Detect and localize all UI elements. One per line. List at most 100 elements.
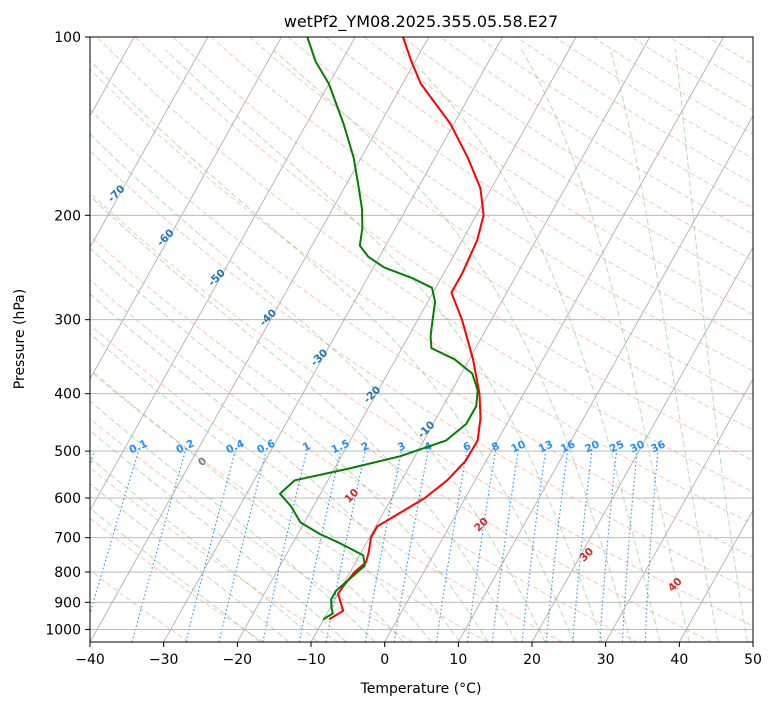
isotherm-line <box>384 37 724 642</box>
isotherm-line <box>90 37 356 512</box>
x-tick-label: 20 <box>523 652 541 668</box>
mixing-ratio-line <box>572 451 593 642</box>
mixing-ratio-label: 0.2 <box>174 438 196 457</box>
isotherm-line <box>90 37 282 380</box>
isotherm-line <box>531 246 753 642</box>
mixing-ratio-line <box>262 450 308 642</box>
x-tick-label: −30 <box>149 652 179 668</box>
dry-adiabat <box>90 279 638 642</box>
moist-adiabat <box>90 247 489 642</box>
x-axis: −40 −30 −20 −10 0 10 20 30 40 50 <box>75 642 762 668</box>
mixing-ratio-label: 6 <box>461 440 473 454</box>
y-tick-label: 1000 <box>45 622 81 638</box>
mixing-ratio-line <box>364 450 402 642</box>
temperature-line <box>328 37 485 620</box>
x-tick-label: −10 <box>296 652 326 668</box>
moist-adiabat <box>90 293 461 642</box>
mixing-ratio-line <box>0 451 40 642</box>
dry-adiabat <box>516 37 753 184</box>
isotherm-line <box>310 37 651 642</box>
y-tick-label: 900 <box>54 595 81 611</box>
mixing-ratio-label: 20 <box>583 438 601 455</box>
dry-adiabat <box>478 37 753 209</box>
profile-series <box>278 37 485 620</box>
y-tick-label: 100 <box>54 30 81 46</box>
dry-adiabat <box>249 37 753 372</box>
mixing-ratio-line <box>621 451 638 642</box>
mixing-ratio-line <box>185 450 236 642</box>
mixing-ratio-label: 1.5 <box>330 438 352 457</box>
mixing-ratio-label: 10 <box>509 438 527 455</box>
moist-adiabat-label: 0 <box>196 455 210 469</box>
mixing-ratio-label: 3 <box>396 440 408 454</box>
plot-frame <box>89 36 754 643</box>
mixing-ratio-label: 0.6 <box>255 438 277 457</box>
dry-adiabat <box>211 37 753 401</box>
moist-adiabat <box>90 507 261 642</box>
mixing-ratio-label: 0.1 <box>127 438 149 457</box>
mixing-ratio-label: 8 <box>490 440 502 454</box>
mixing-ratio-label: 36 <box>649 438 667 455</box>
grid-lines <box>90 37 753 642</box>
mixing-ratio-line <box>491 451 519 642</box>
moist-adiabat <box>90 133 546 642</box>
moist-adiabat <box>609 49 719 642</box>
mixing-ratio-line <box>131 450 186 642</box>
dry-adiabat <box>90 418 414 642</box>
moist-adiabat <box>90 400 376 642</box>
moist-adiabat-label: 40 <box>666 575 685 594</box>
moist-adiabat-label: 20 <box>472 515 491 534</box>
dry-adiabat <box>90 150 753 592</box>
moist-adiabat-label: 10 <box>342 486 361 505</box>
chart-title: wetPf2_YM08.2025.355.05.58.E27 <box>284 12 558 32</box>
mixing-ratio-line <box>545 451 569 642</box>
dry-adiabat <box>172 37 753 431</box>
dry-adiabat <box>90 108 753 558</box>
dry-adiabat <box>669 37 753 88</box>
dry-adiabat <box>287 37 753 343</box>
dry-adiabat <box>401 37 753 261</box>
mixing-ratio-line <box>599 451 618 642</box>
moist-adiabat <box>400 49 661 642</box>
mixing-ratio-line <box>218 450 267 642</box>
isotherm-line <box>678 509 753 642</box>
moist-adiabat <box>675 49 748 642</box>
y-axis-label: Pressure (hPa) <box>12 289 28 389</box>
dry-adiabat <box>90 192 753 627</box>
x-tick-label: 40 <box>670 652 688 668</box>
moist-adiabat <box>272 49 632 642</box>
x-axis-label: Temperature (°C) <box>360 681 482 697</box>
mixing-ratio-line <box>435 451 468 642</box>
x-tick-label: 30 <box>597 652 615 668</box>
x-tick-label: 10 <box>449 652 467 668</box>
isotherm-line <box>236 37 577 642</box>
dry-adiabat <box>90 370 488 642</box>
y-tick-label: 300 <box>54 313 81 329</box>
moist-adiabat <box>90 59 575 642</box>
moist-adiabat <box>90 195 517 642</box>
mixing-ratio-label: 1 <box>301 440 313 454</box>
isotherm-label: -80 <box>58 137 80 159</box>
mixing-ratio-label: 25 <box>608 438 626 455</box>
x-tick-label: −40 <box>75 652 105 668</box>
mixing-ratio-label: 2 <box>360 440 372 454</box>
mixing-ratio-line <box>393 451 429 642</box>
dry-adiabat <box>707 37 753 65</box>
dry-adiabat <box>90 235 712 642</box>
dry-adiabat <box>90 517 264 642</box>
x-tick-label: 50 <box>744 652 762 668</box>
y-tick-label: 600 <box>54 491 81 507</box>
y-tick-label: 800 <box>54 565 81 581</box>
isotherm-line <box>752 641 753 642</box>
mixing-ratio-line <box>466 451 496 642</box>
background-lines <box>0 37 753 642</box>
isotherm-label: -90 <box>9 92 31 114</box>
moist-adiabat <box>520 49 690 642</box>
isotherm-line <box>457 114 753 642</box>
x-tick-label: 0 <box>380 652 389 668</box>
y-axis: 100 200 300 400 500 600 700 800 900 1000 <box>45 30 90 638</box>
moist-adiabat <box>90 483 290 642</box>
dry-adiabat <box>440 37 753 235</box>
isotherm-line <box>163 37 503 642</box>
y-tick-label: 700 <box>54 531 81 547</box>
